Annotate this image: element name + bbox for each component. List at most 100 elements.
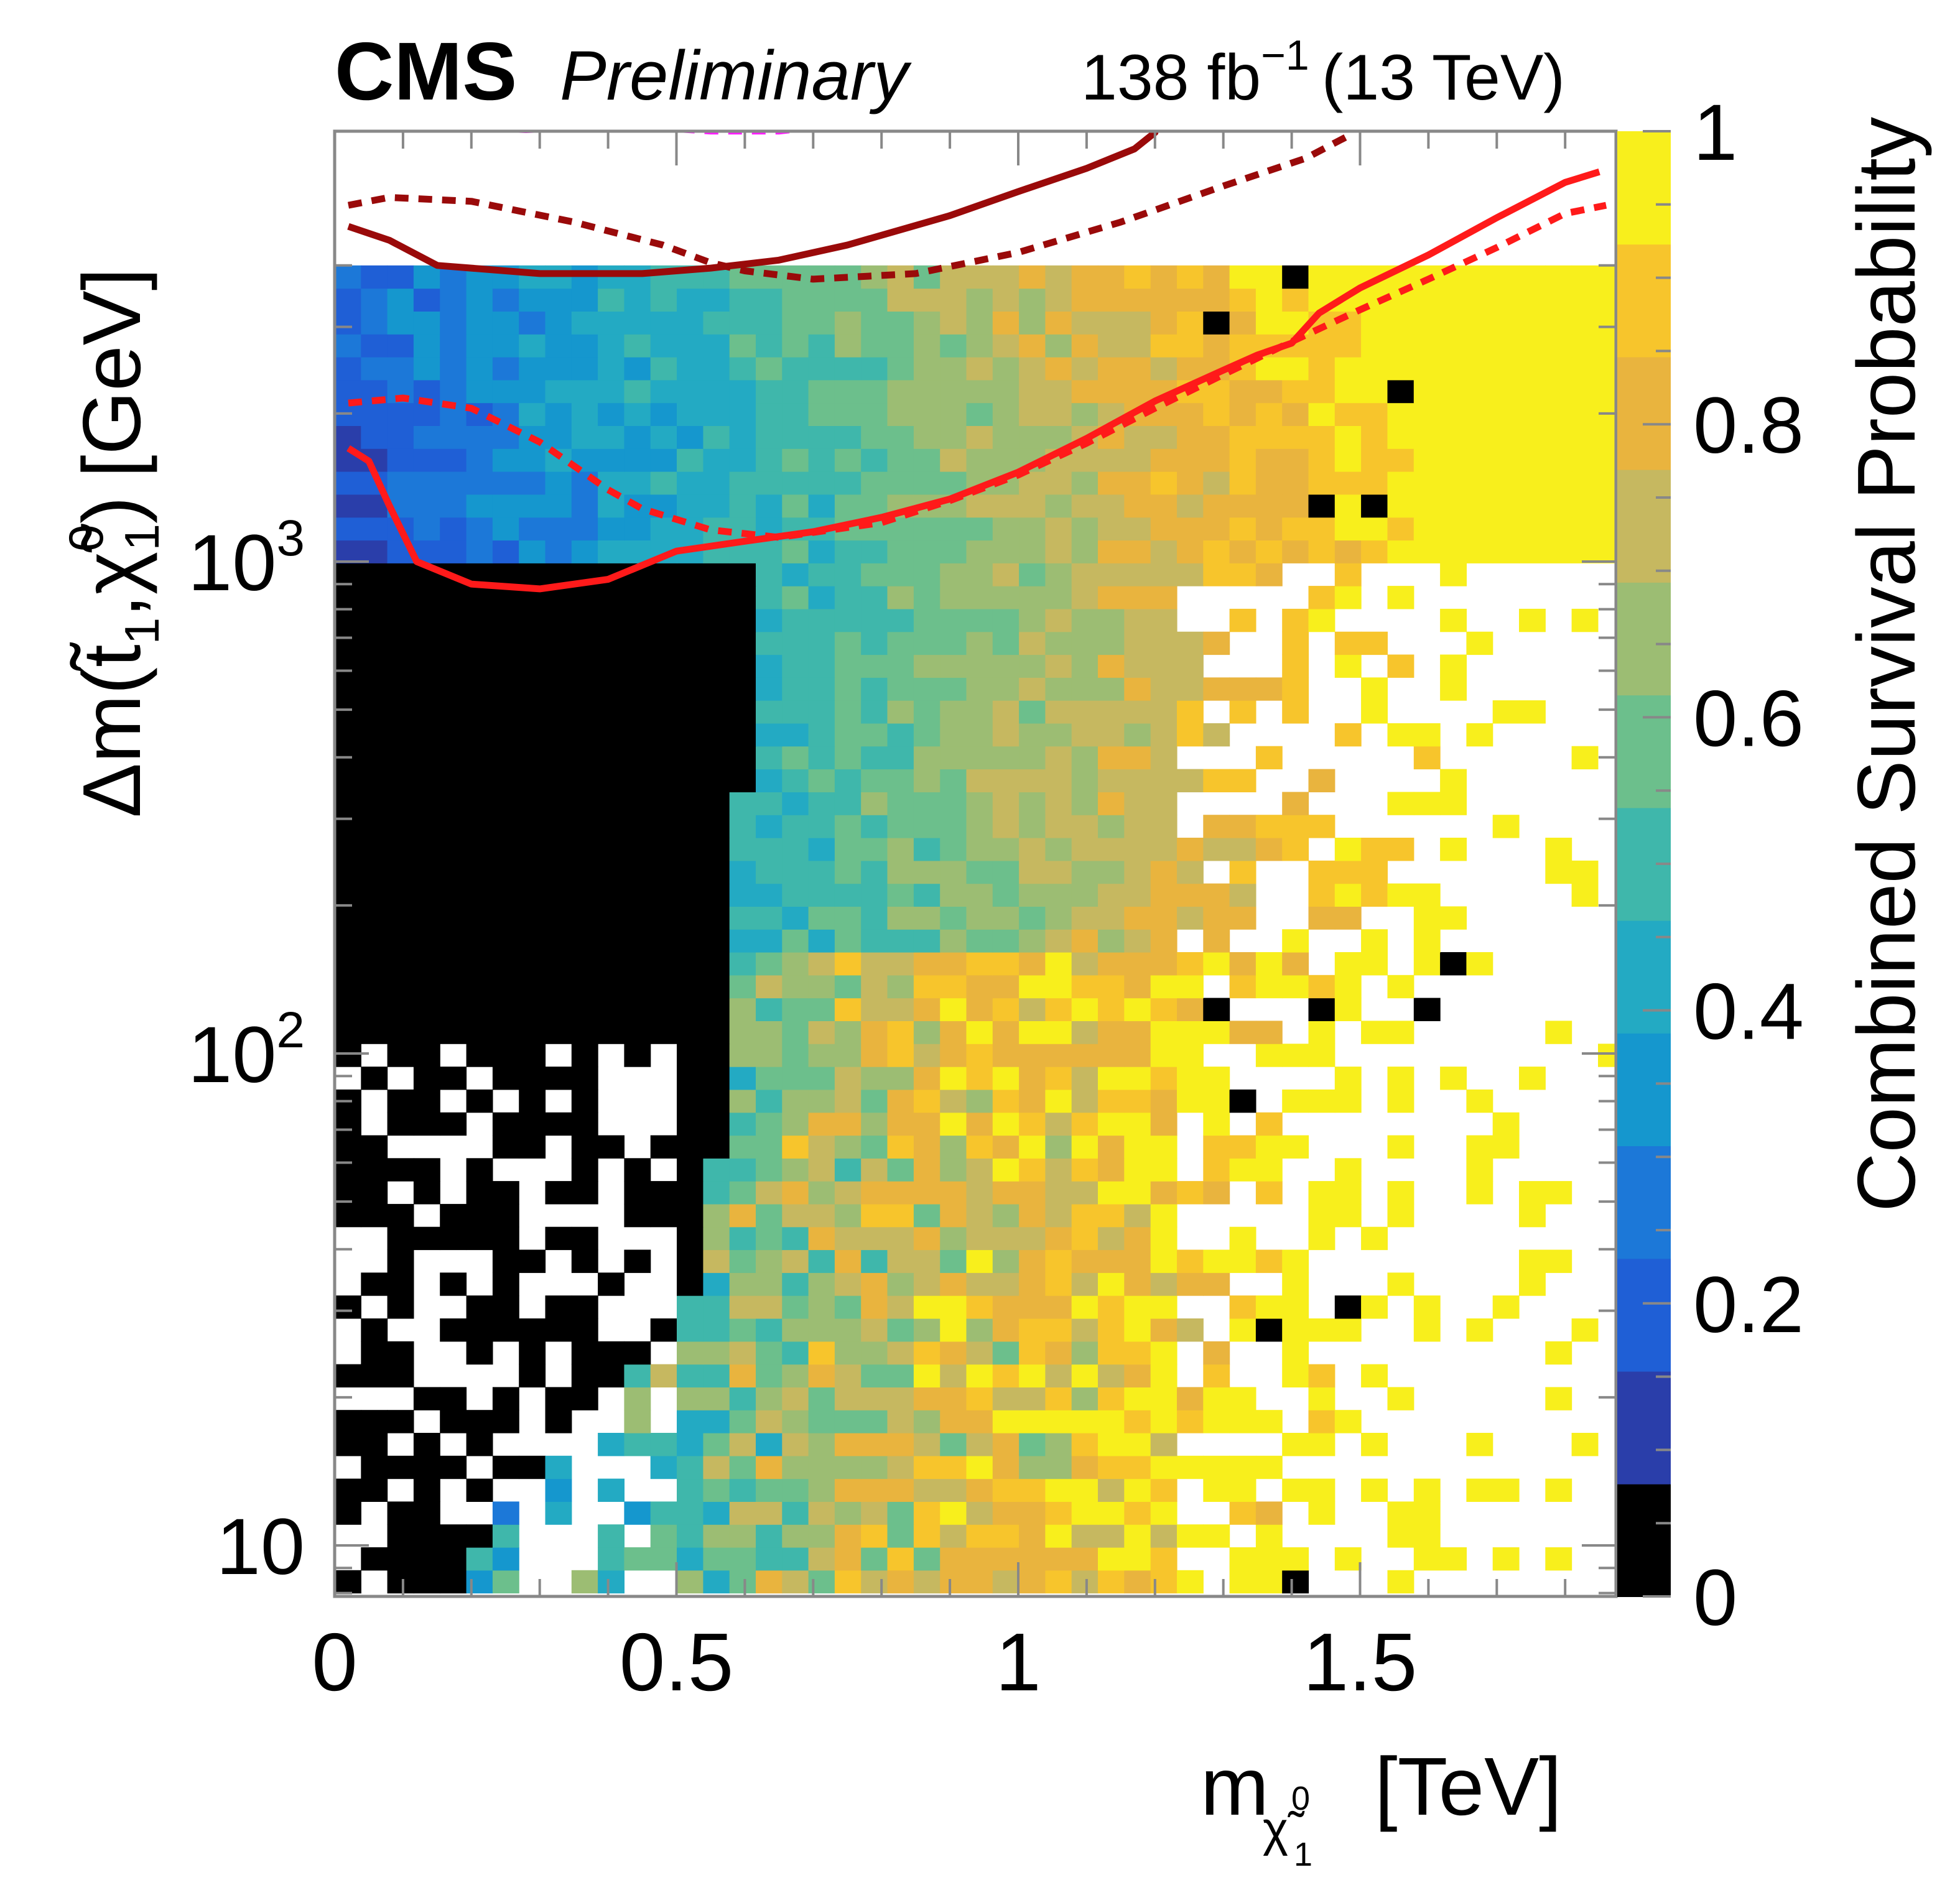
heatmap-cell bbox=[571, 1249, 598, 1273]
heatmap-cell bbox=[1019, 563, 1046, 586]
heatmap-cell bbox=[492, 1112, 519, 1136]
heatmap-cell bbox=[913, 700, 941, 724]
heatmap-cell bbox=[913, 379, 941, 404]
heatmap-cell bbox=[1124, 608, 1151, 632]
heatmap-cell bbox=[492, 1203, 519, 1228]
heatmap-cell bbox=[1229, 769, 1256, 792]
heatmap-cell bbox=[966, 815, 993, 838]
heatmap-cell bbox=[887, 334, 914, 358]
heatmap-cell bbox=[492, 471, 519, 495]
heatmap-cell bbox=[1203, 265, 1230, 289]
heatmap-cell bbox=[1282, 1318, 1309, 1342]
heatmap-cell bbox=[1282, 494, 1309, 518]
heatmap-cell bbox=[361, 1410, 388, 1433]
heatmap-cell bbox=[1361, 517, 1388, 541]
heatmap-cell bbox=[1440, 334, 1467, 358]
heatmap-cell bbox=[782, 700, 809, 724]
heatmap-cell bbox=[466, 746, 493, 770]
heatmap-cell bbox=[466, 1203, 493, 1228]
heatmap-cell bbox=[1124, 334, 1151, 358]
heatmap-cell bbox=[1466, 334, 1493, 358]
heatmap-cell bbox=[913, 448, 941, 472]
heatmap-cell bbox=[1124, 860, 1151, 884]
heatmap-cell bbox=[992, 815, 1019, 838]
heatmap-cell bbox=[1150, 1044, 1177, 1067]
heatmap-cell bbox=[440, 608, 467, 632]
heatmap-cell bbox=[729, 1478, 756, 1502]
heatmap-cell bbox=[808, 631, 835, 655]
heatmap-cell bbox=[887, 860, 914, 884]
heatmap-cell bbox=[887, 654, 914, 678]
heatmap-cell bbox=[1545, 517, 1572, 541]
heatmap-cell bbox=[650, 1181, 677, 1205]
heatmap-cell bbox=[1124, 929, 1151, 953]
heatmap-cell bbox=[545, 1067, 572, 1090]
heatmap-cell bbox=[1019, 608, 1046, 632]
heatmap-cell bbox=[1440, 654, 1467, 678]
heatmap-cell bbox=[782, 998, 809, 1021]
heatmap-cell bbox=[677, 1501, 704, 1525]
heatmap-cell bbox=[1466, 402, 1493, 426]
heatmap-cell bbox=[887, 838, 914, 861]
heatmap-cell bbox=[1045, 1295, 1072, 1319]
heatmap-cell bbox=[782, 586, 809, 609]
heatmap-cell bbox=[861, 1341, 888, 1365]
heatmap-cell bbox=[834, 906, 862, 930]
heatmap-cell bbox=[1203, 1135, 1230, 1159]
heatmap-cell bbox=[861, 746, 888, 770]
heatmap-cell bbox=[1282, 1364, 1309, 1387]
heatmap-cell bbox=[1177, 1570, 1204, 1594]
heatmap-cell bbox=[440, 1203, 467, 1228]
heatmap-cell bbox=[650, 448, 677, 472]
heatmap-cell bbox=[703, 1318, 730, 1342]
heatmap-cell bbox=[1334, 1203, 1362, 1228]
heatmap-cell bbox=[1466, 425, 1493, 449]
heatmap-cell bbox=[1361, 540, 1388, 563]
heatmap-cell bbox=[650, 379, 677, 404]
heatmap-cell bbox=[677, 1341, 704, 1365]
heatmap-cell bbox=[1203, 906, 1230, 930]
heatmap-cell bbox=[966, 540, 993, 563]
heatmap-cell bbox=[624, 265, 651, 289]
heatmap-cell bbox=[1387, 792, 1414, 815]
heatmap-cell bbox=[861, 563, 888, 586]
heatmap-cell bbox=[1098, 952, 1125, 976]
heatmap-cell bbox=[1229, 838, 1256, 861]
heatmap-cell bbox=[1361, 471, 1388, 495]
heatmap-cell bbox=[1124, 815, 1151, 838]
heatmap-cell bbox=[1098, 1089, 1125, 1113]
heatmap-cell bbox=[492, 975, 519, 999]
heatmap-cell bbox=[834, 746, 862, 770]
heatmap-cell bbox=[413, 1158, 440, 1182]
heatmap-cell bbox=[861, 723, 888, 747]
heatmap-cell bbox=[1334, 334, 1362, 358]
heatmap-cell bbox=[834, 1021, 862, 1044]
heatmap-cell bbox=[1282, 1295, 1309, 1319]
heatmap-cell bbox=[1019, 1478, 1046, 1502]
heatmap-cell bbox=[335, 1135, 361, 1159]
heatmap-cell bbox=[492, 1295, 519, 1319]
heatmap-cell bbox=[834, 1341, 862, 1365]
heatmap-cell bbox=[1150, 471, 1177, 495]
heatmap-cell bbox=[1124, 1341, 1151, 1365]
heatmap-cell bbox=[1519, 540, 1546, 563]
heatmap-cell bbox=[940, 357, 967, 381]
heatmap-cell bbox=[624, 517, 651, 541]
heatmap-cell bbox=[677, 952, 704, 976]
z-axis-title: Combined Survival Probability bbox=[1841, 117, 1932, 1212]
heatmap-cell bbox=[492, 1570, 519, 1594]
heatmap-cell bbox=[1466, 723, 1493, 747]
heatmap-cell bbox=[413, 631, 440, 655]
heatmap-cell bbox=[519, 1112, 546, 1136]
heatmap-cell bbox=[519, 952, 546, 976]
heatmap-cell bbox=[940, 746, 967, 770]
heatmap-cell bbox=[913, 471, 941, 495]
heatmap-cell bbox=[361, 608, 388, 632]
heatmap-cell bbox=[1071, 563, 1098, 586]
heatmap-cell bbox=[387, 608, 414, 632]
heatmap-cell bbox=[703, 1135, 730, 1159]
heatmap-cell bbox=[1124, 792, 1151, 815]
heatmap-cell bbox=[519, 815, 546, 838]
heatmap-cell bbox=[466, 517, 493, 541]
heatmap-cell bbox=[1255, 425, 1283, 449]
